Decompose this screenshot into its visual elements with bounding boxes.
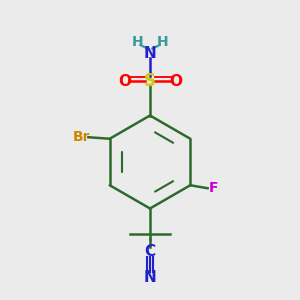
Text: C: C <box>144 244 156 260</box>
Text: Br: Br <box>73 130 90 144</box>
Text: S: S <box>144 72 156 90</box>
Text: N: N <box>144 270 156 285</box>
Text: H: H <box>132 35 143 49</box>
Text: H: H <box>157 35 168 49</box>
Text: O: O <box>118 74 131 88</box>
Text: F: F <box>209 181 218 195</box>
Text: N: N <box>144 46 156 61</box>
Text: O: O <box>169 74 182 88</box>
